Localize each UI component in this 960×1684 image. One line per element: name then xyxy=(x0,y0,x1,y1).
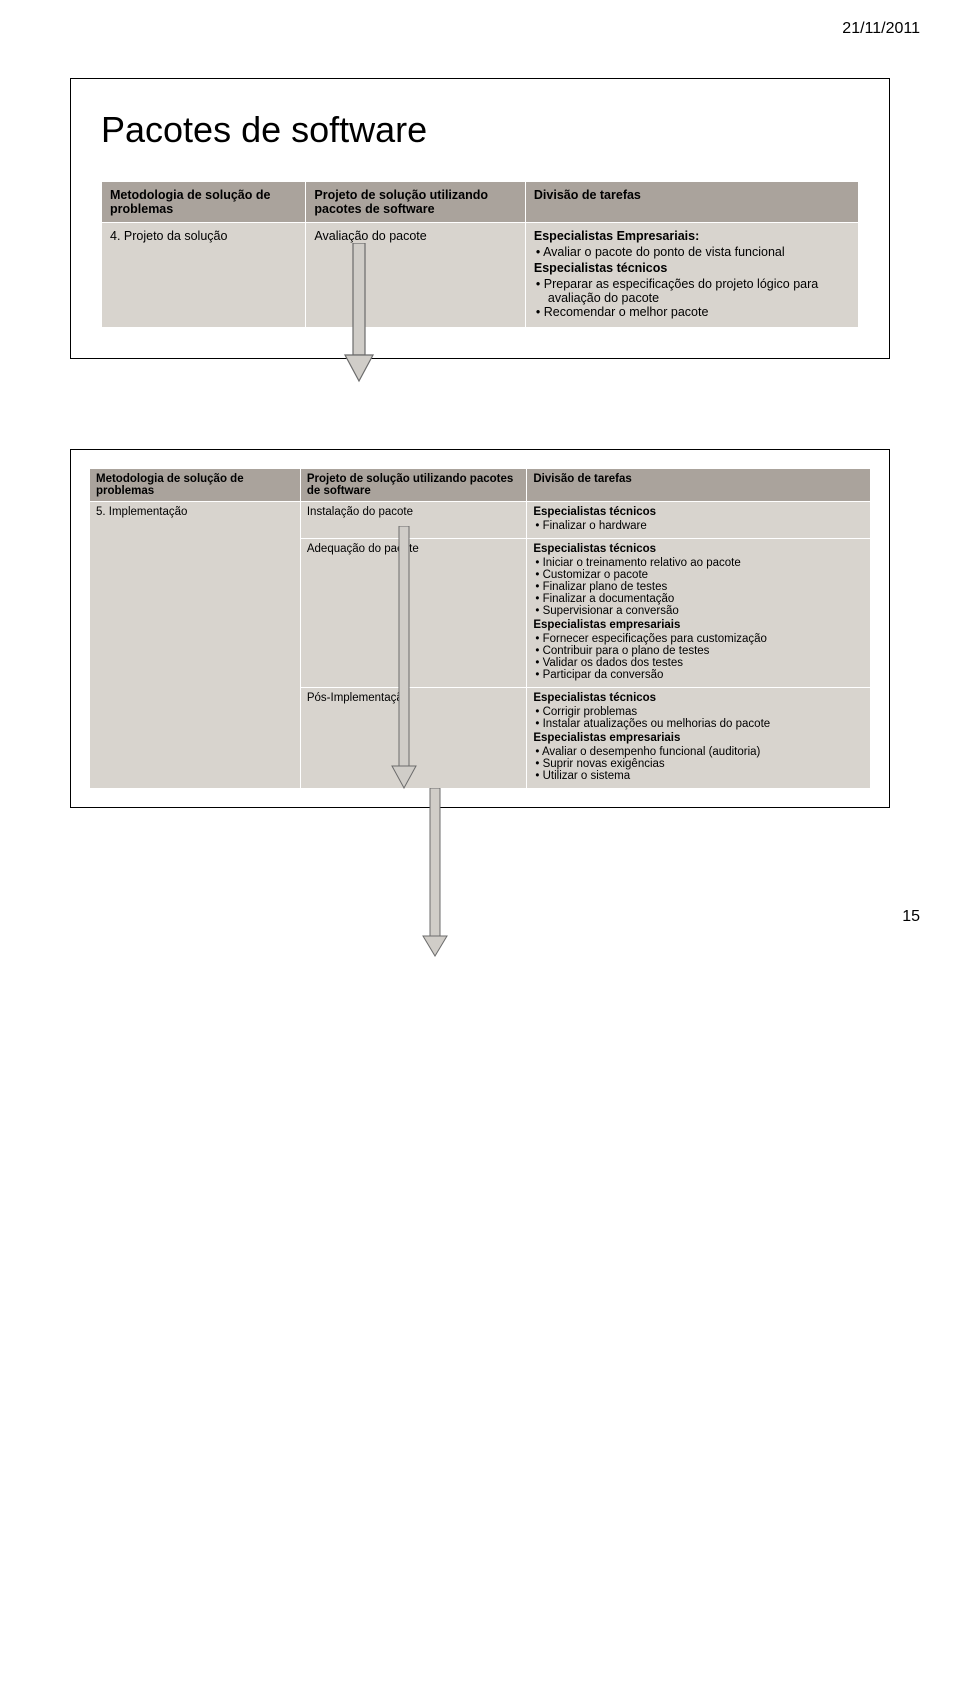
cell-step: 5. Implementação xyxy=(90,502,301,789)
task-item: Contribuir para o plano de testes xyxy=(547,645,864,657)
task-list: Corrigir problemas Instalar atualizações… xyxy=(533,706,864,730)
slide-2: Metodologia de solução de problemas Proj… xyxy=(70,449,890,808)
task-item: Finalizar o hardware xyxy=(547,520,864,532)
cell-tasks: Especialistas técnicos Corrigir problema… xyxy=(527,688,871,789)
page-number: 15 xyxy=(902,908,920,926)
cell-step: 4. Projeto da solução xyxy=(102,223,306,328)
header-col1: Metodologia de solução de problemas xyxy=(102,182,306,223)
table-row: 5. Implementação Instalação do pacote Es… xyxy=(90,502,871,539)
task-item: Recomendar o melhor pacote xyxy=(548,305,850,319)
slide-1-table: Metodologia de solução de problemas Proj… xyxy=(101,181,859,328)
cell-project: Instalação do pacote xyxy=(300,502,526,539)
task-list: Iniciar o treinamento relativo ao pacote… xyxy=(533,557,864,617)
task-item: Avaliar o pacote do ponto de vista funci… xyxy=(548,245,850,259)
task-item: Customizar o pacote xyxy=(547,569,864,581)
task-list: Fornecer especificações para customizaçã… xyxy=(533,633,864,681)
header-col2: Projeto de solução utilizando pacotes de… xyxy=(306,182,526,223)
header-col3: Divisão de tarefas xyxy=(525,182,858,223)
task-list: Avaliar o desempenho funcional (auditori… xyxy=(533,746,864,782)
task-item: Fornecer especificações para customizaçã… xyxy=(547,633,864,645)
task-list: Preparar as especificações do projeto ló… xyxy=(534,277,850,319)
table-header-row: Metodologia de solução de problemas Proj… xyxy=(102,182,859,223)
task-list: Avaliar o pacote do ponto de vista funci… xyxy=(534,245,850,259)
task-heading: Especialistas técnicos xyxy=(533,692,656,704)
cell-project: Adequação do pacote xyxy=(300,539,526,688)
header-col1: Metodologia de solução de problemas xyxy=(90,469,301,502)
task-heading: Especialistas Empresariais: xyxy=(534,229,699,243)
header-col2: Projeto de solução utilizando pacotes de… xyxy=(300,469,526,502)
task-item: Suprir novas exigências xyxy=(547,758,864,770)
cell-project: Avaliação do pacote xyxy=(306,223,526,328)
slide-1: Pacotes de software Metodologia de soluç… xyxy=(70,78,890,359)
task-item: Iniciar o treinamento relativo ao pacote xyxy=(547,557,864,569)
slide-1-title: Pacotes de software xyxy=(101,109,859,151)
task-item: Validar os dados dos testes xyxy=(547,657,864,669)
task-item: Corrigir problemas xyxy=(547,706,864,718)
task-item: Instalar atualizações ou melhorias do pa… xyxy=(547,718,864,730)
task-item: Finalizar plano de testes xyxy=(547,581,864,593)
task-item: Supervisionar a conversão xyxy=(547,605,864,617)
task-item: Participar da conversão xyxy=(547,669,864,681)
document-page: 21/11/2011 Pacotes de software Metodolog… xyxy=(0,0,960,938)
cell-tasks: Especialistas Empresariais: Avaliar o pa… xyxy=(525,223,858,328)
page-date: 21/11/2011 xyxy=(70,20,920,38)
cell-tasks: Especialistas técnicos Finalizar o hardw… xyxy=(527,502,871,539)
task-list: Finalizar o hardware xyxy=(533,520,864,532)
task-item: Preparar as especificações do projeto ló… xyxy=(548,277,850,305)
task-item: Finalizar a documentação xyxy=(547,593,864,605)
task-heading: Especialistas técnicos xyxy=(533,506,656,518)
task-heading: Especialistas técnicos xyxy=(533,543,656,555)
task-heading: Especialistas técnicos xyxy=(534,261,667,275)
task-heading: Especialistas empresariais xyxy=(533,619,680,631)
slide-2-table: Metodologia de solução de problemas Proj… xyxy=(89,468,871,789)
table-row: 4. Projeto da solução Avaliação do pacot… xyxy=(102,223,859,328)
table-header-row: Metodologia de solução de problemas Proj… xyxy=(90,469,871,502)
header-col3: Divisão de tarefas xyxy=(527,469,871,502)
task-heading: Especialistas empresariais xyxy=(533,732,680,744)
task-item: Avaliar o desempenho funcional (auditori… xyxy=(547,746,864,758)
cell-tasks: Especialistas técnicos Iniciar o treinam… xyxy=(527,539,871,688)
down-arrow-icon xyxy=(421,788,449,958)
cell-project: Pós-Implementação xyxy=(300,688,526,789)
task-item: Utilizar o sistema xyxy=(547,770,864,782)
